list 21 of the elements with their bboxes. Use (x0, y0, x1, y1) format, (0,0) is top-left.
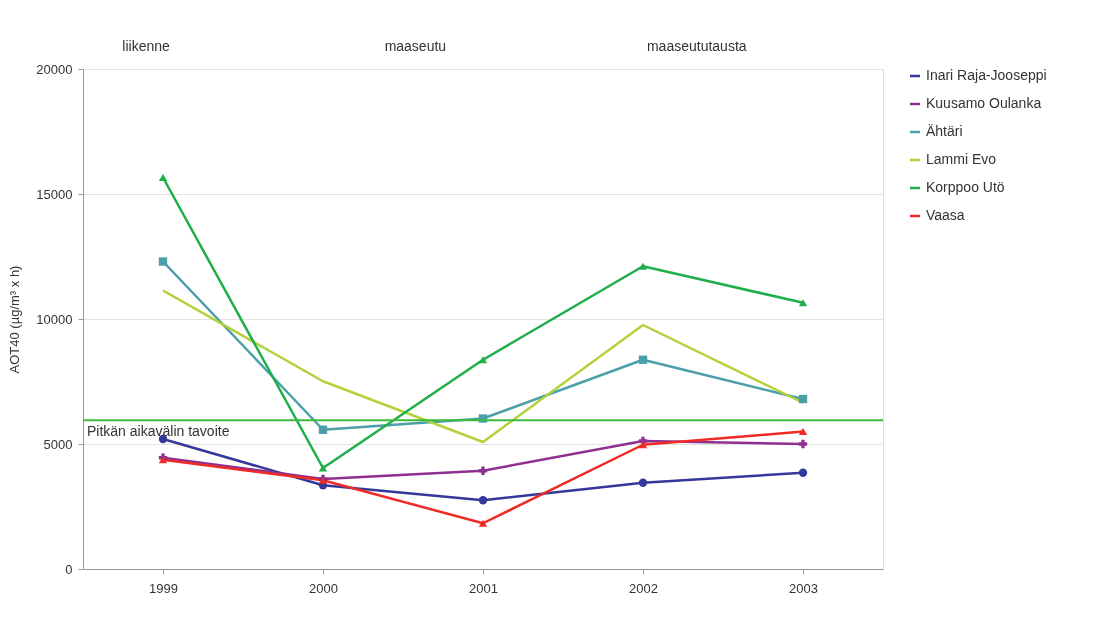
legend-label: Inari Raja-Jooseppi (926, 67, 1047, 83)
legend-label: Ähtäri (926, 123, 963, 139)
y-tick-label: 0 (65, 561, 73, 577)
text: maaseutu (384, 38, 447, 54)
text: liikenne (122, 38, 171, 54)
y-tick-label: 15000 (36, 186, 73, 202)
y-tick-label: 10000 (36, 311, 73, 327)
legend-label: Korppoo Utö (926, 179, 1005, 195)
legend-label: Lammi Evo (926, 151, 997, 167)
y-tick-label: 20000 (36, 61, 73, 77)
x-tick-label: 2003 (789, 580, 818, 596)
y-tick-label: 5000 (43, 436, 73, 452)
x-tick-label: 1999 (149, 580, 178, 596)
x-tick-label: 2002 (629, 580, 658, 596)
legend-label: Kuusamo Oulanka (926, 95, 1042, 111)
text: maaseututausta (646, 38, 747, 54)
legend-label: Vaasa (926, 207, 965, 223)
x-tick-label: 2000 (309, 580, 338, 596)
x-tick-label: 2001 (469, 580, 498, 596)
ref-line-label: Pitkän aikavälin tavoite (87, 423, 230, 440)
y-axis-title: AOT40 (µg/m³ x h) (7, 265, 23, 374)
